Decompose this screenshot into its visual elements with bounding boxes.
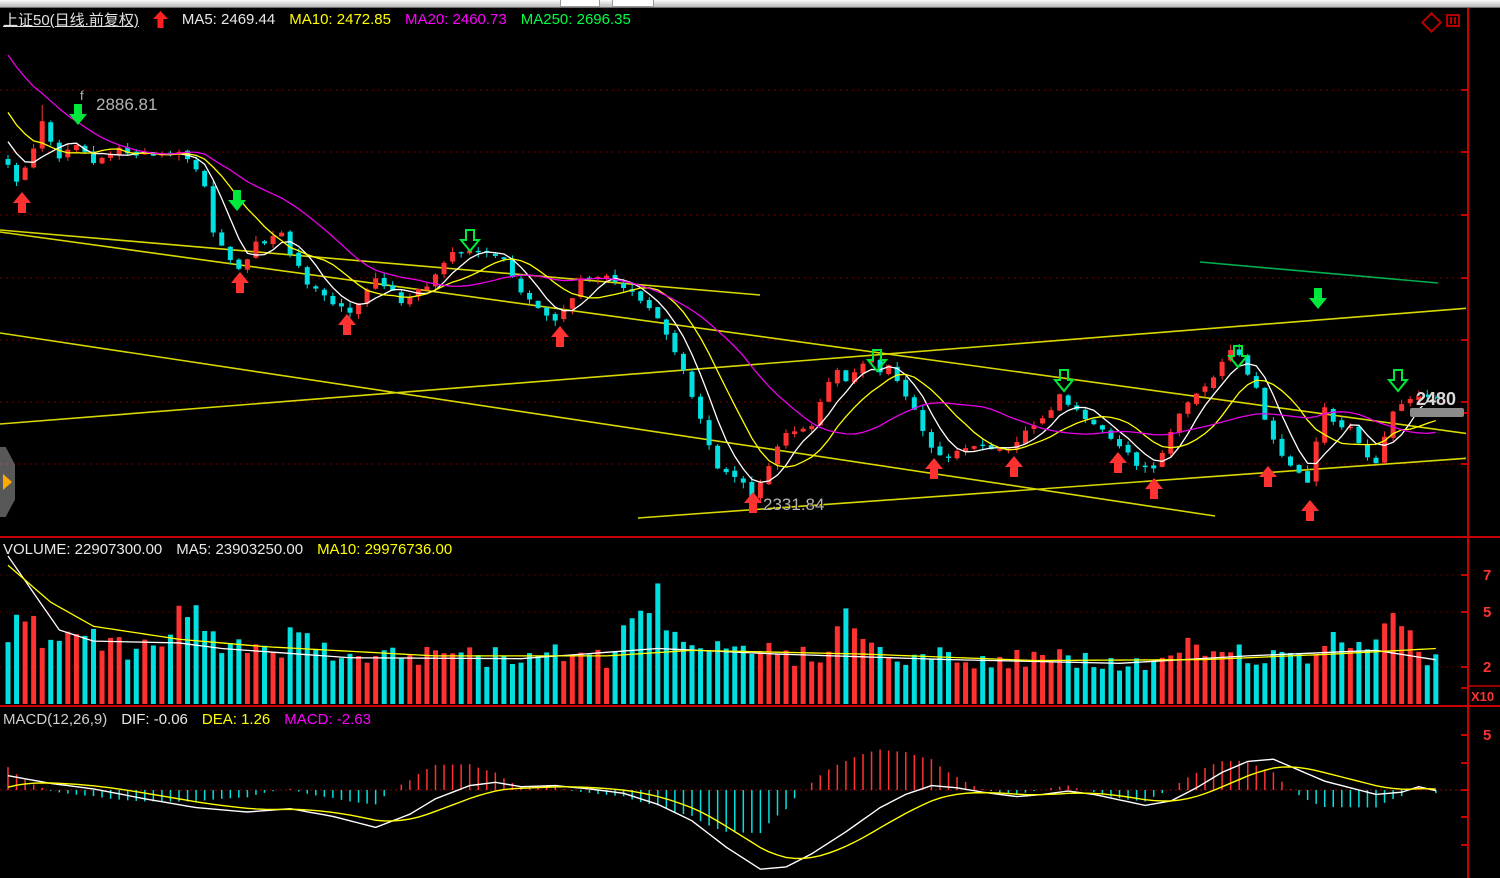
buy-signal-arrow <box>13 192 31 213</box>
split-window-icon[interactable] <box>1446 14 1460 27</box>
yellow-trendline[interactable] <box>0 229 761 296</box>
volume-axis-tick-5: 5 <box>1483 604 1492 621</box>
volume-value: VOLUME: 22907300.00 <box>3 541 163 558</box>
volume-header: VOLUME: 22907300.00 MA5: 23903250.00 MA1… <box>3 541 452 558</box>
volume-ma10-value: MA10: 29976736.00 <box>317 541 453 558</box>
last-price-label: 2480 <box>1416 389 1457 409</box>
ma250-value: MA250: 2696.35 <box>520 11 631 28</box>
sell-signal-arrow <box>69 104 87 125</box>
toolbar-strip <box>0 0 1500 8</box>
sell-hollow-signal-arrow <box>865 349 889 373</box>
sell-hollow-signal-arrow <box>1226 345 1250 369</box>
flag-marker: f <box>80 88 84 103</box>
buy-signal-arrow <box>1259 466 1277 487</box>
candlesticks <box>5 104 1439 505</box>
buy-signal-arrow <box>744 492 762 513</box>
sidebar-expand-handle[interactable] <box>0 447 15 517</box>
toolbar-button-remnant[interactable] <box>612 0 654 7</box>
main-chart-header: 上证50(日线.前复权) MA5: 2469.44 MA10: 2472.85 … <box>3 9 631 30</box>
green-trendline[interactable] <box>1199 261 1439 284</box>
volume-ma10-line <box>7 564 1436 662</box>
expand-arrow-icon <box>3 474 12 490</box>
dif-line <box>7 758 1437 870</box>
buy-signal-arrow <box>1301 500 1319 521</box>
diamond-tool-icon[interactable] <box>1420 11 1443 34</box>
ma20-line <box>7 54 1436 436</box>
yellow-trendline[interactable] <box>0 307 1470 425</box>
macd-value: MACD: -2.63 <box>284 711 371 728</box>
main-price-pane <box>0 54 1470 519</box>
volume-ma5-line <box>7 555 1436 664</box>
buy-signal-arrow <box>231 272 249 293</box>
buy-signal-arrow <box>1005 456 1023 477</box>
volume-axis-unit: X10 <box>1471 689 1495 704</box>
sell-signal-arrow <box>228 190 246 211</box>
volume-ma5-value: MA5: 23903250.00 <box>176 541 304 558</box>
dif-value: DIF: -0.06 <box>121 711 188 728</box>
macd-axis-tick-5: 5 <box>1483 727 1492 744</box>
macd-pane <box>0 749 1466 870</box>
buy-signal-arrow <box>338 314 356 335</box>
yellow-trendline[interactable] <box>0 231 1470 435</box>
sell-hollow-signal-arrow <box>1386 369 1410 393</box>
volume-pane <box>0 555 1466 704</box>
yellow-trendline[interactable] <box>637 457 1470 519</box>
toolbar-button-remnant[interactable] <box>560 0 600 7</box>
last-price-marker-bar <box>1410 408 1464 417</box>
macd-header: MACD(12,26,9) DIF: -0.06 DEA: 1.26 MACD:… <box>3 711 371 728</box>
ma10-value: MA10: 2472.85 <box>289 11 391 28</box>
volume-bars <box>5 583 1439 704</box>
buy-signal-arrow <box>551 326 569 347</box>
axis-and-signals-layer <box>0 8 1500 878</box>
bottom-price-label: 2331.84 <box>763 495 825 514</box>
macd-name: MACD(12,26,9) <box>3 711 108 728</box>
buy-signal-arrow <box>1145 478 1163 499</box>
volume-axis-tick-7: 7 <box>1483 567 1492 584</box>
dea-value: DEA: 1.26 <box>201 711 271 728</box>
up-arrow-icon <box>152 11 168 28</box>
ma20-value: MA20: 2460.73 <box>405 11 507 28</box>
buy-signal-arrow <box>925 458 943 479</box>
ma10-line <box>7 112 1437 468</box>
sell-hollow-signal-arrow <box>1052 369 1076 393</box>
macd-histogram <box>7 749 1437 834</box>
peak-price-label: 2886.81 <box>96 95 158 114</box>
ma5-line <box>7 141 1437 483</box>
buy-signal-arrow <box>1109 452 1127 473</box>
sell-signal-arrow <box>1309 288 1327 309</box>
ma5-value: MA5: 2469.44 <box>181 11 276 28</box>
yellow-trendline[interactable] <box>0 332 1216 517</box>
volume-axis-tick-2: 2 <box>1483 659 1492 676</box>
sell-hollow-signal-arrow <box>458 229 482 253</box>
instrument-title[interactable]: 上证50(日线.前复权) <box>3 12 139 29</box>
dea-line <box>7 766 1436 860</box>
